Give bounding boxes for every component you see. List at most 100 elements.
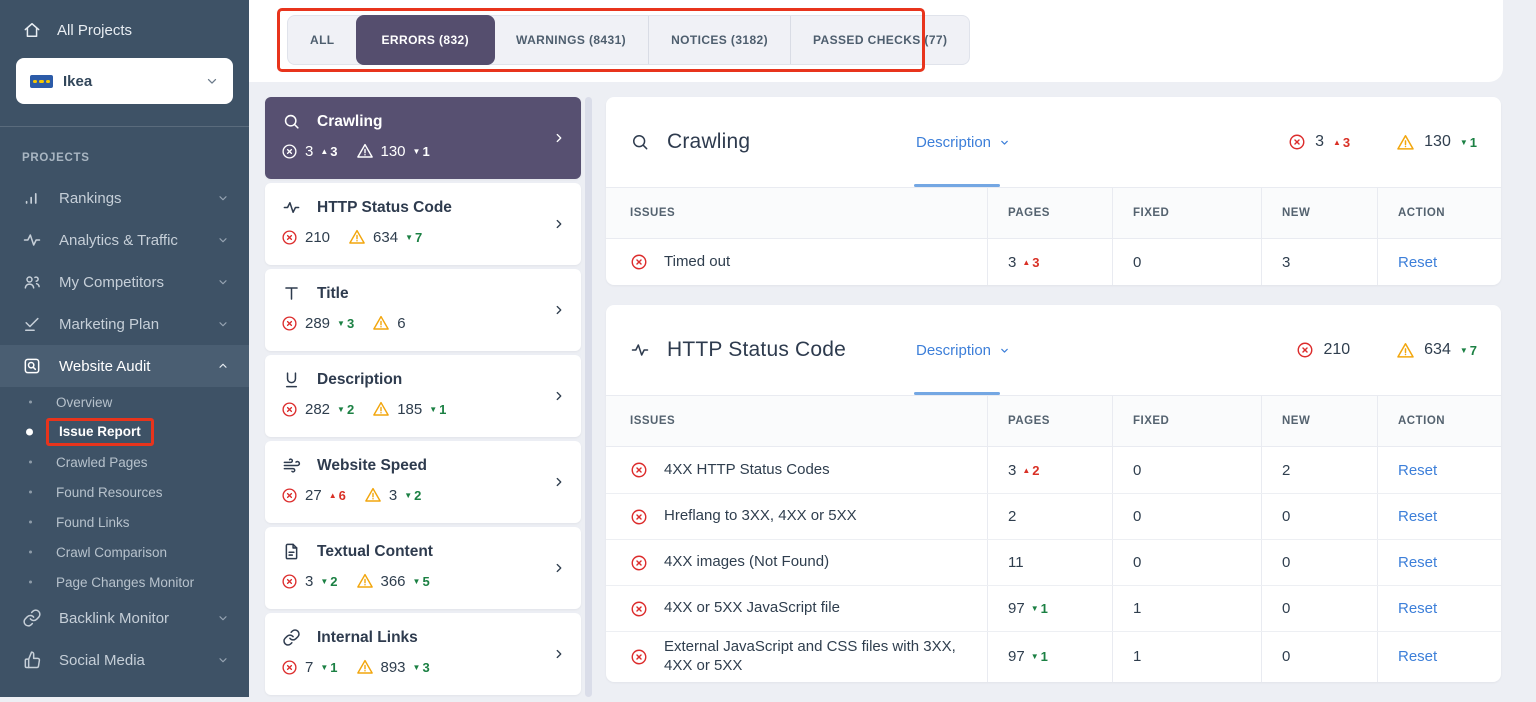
column-header-new: NEW xyxy=(1261,396,1377,446)
column-header-issues: ISSUES xyxy=(630,414,676,427)
category-card-title[interactable]: Title 289 ▼ 3 6 xyxy=(265,269,581,351)
sidebar-item-marketing-plan[interactable]: Marketing Plan xyxy=(0,303,249,345)
warning-count: 634 xyxy=(373,228,399,246)
sidebar-item-label: Social Media xyxy=(59,651,145,669)
activity-icon xyxy=(22,230,42,250)
sidebar-subitem-found-links[interactable]: Found Links xyxy=(0,507,249,537)
issue-label: External JavaScript and CSS files with 3… xyxy=(664,638,956,674)
category-title: HTTP Status Code xyxy=(317,198,452,216)
tab-warnings[interactable]: WARNINGS (8431) xyxy=(494,16,648,64)
category-list-scrollbar[interactable] xyxy=(585,97,592,697)
sidebar-subitem-crawl-comparison[interactable]: Crawl Comparison xyxy=(0,537,249,567)
file-text-icon xyxy=(281,542,301,561)
sidebar-subitem-overview[interactable]: Overview xyxy=(0,387,249,417)
column-header-pages: PAGES xyxy=(987,188,1112,238)
column-header-fixed: FIXED xyxy=(1112,188,1261,238)
warning-icon xyxy=(372,314,390,332)
warning-delta: ▼ 1 xyxy=(429,401,447,417)
category-card-http-status-code[interactable]: HTTP Status Code 210 634 ▼ 7 xyxy=(265,183,581,265)
sidebar-subitem-found-resources[interactable]: Found Resources xyxy=(0,477,249,507)
error-icon xyxy=(281,487,298,504)
chevron-right-icon xyxy=(552,217,566,231)
tab-all[interactable]: ALL xyxy=(288,16,357,64)
bullet-dot xyxy=(29,490,32,494)
severity-tab-group: ALL ERRORS (832) WARNINGS (8431) NOTICES… xyxy=(287,15,971,65)
warning-count: 366 xyxy=(380,572,406,590)
category-card-textual-content[interactable]: Textual Content 3 ▼ 2 366 ▼ 5 xyxy=(265,527,581,609)
warning-count: 130 xyxy=(380,142,406,160)
project-favicon xyxy=(30,74,53,88)
pulse-icon xyxy=(630,340,650,360)
main-region: Crawling 3 ▲ 3 130 ▼ 1 HTTP Status Code 210 … xyxy=(265,97,1501,702)
tab-errors[interactable]: ERRORS (832) xyxy=(355,15,496,65)
link-icon xyxy=(22,608,42,628)
sidebar-item-backlink-monitor[interactable]: Backlink Monitor xyxy=(0,597,249,639)
reset-button[interactable]: Reset xyxy=(1398,508,1438,525)
reset-button[interactable]: Reset xyxy=(1398,600,1438,617)
chevron-down-icon xyxy=(217,234,229,246)
sidebar-item-my-competitors[interactable]: My Competitors xyxy=(0,261,249,303)
underline-icon xyxy=(281,370,301,389)
error-icon xyxy=(630,508,648,526)
sidebar-subitem-crawled-pages[interactable]: Crawled Pages xyxy=(0,447,249,477)
warning-delta: ▼ 3 xyxy=(412,659,430,675)
issues-panel: Crawling Description 3 ▲ 3 130 ▼ 1 ISSUES PA… xyxy=(606,97,1501,702)
category-title: Internal Links xyxy=(317,628,418,646)
reset-button[interactable]: Reset xyxy=(1398,461,1438,479)
category-card-crawling[interactable]: Crawling 3 ▲ 3 130 ▼ 1 xyxy=(265,97,581,179)
category-card-description[interactable]: Description 282 ▼ 2 185 ▼ 1 xyxy=(265,355,581,437)
pages-delta: ▼ 1 xyxy=(1030,649,1048,665)
new-value: 2 xyxy=(1261,447,1377,493)
new-value: 0 xyxy=(1261,632,1377,682)
bullet-dot xyxy=(29,580,32,584)
chevron-down-icon xyxy=(205,74,219,88)
warning-delta: ▼ 7 xyxy=(405,229,423,245)
sidebar-item-analytics-traffic[interactable]: Analytics & Traffic xyxy=(0,219,249,261)
warning-delta: ▼ 2 xyxy=(404,487,422,503)
chevron-up-icon xyxy=(217,360,229,372)
error-icon xyxy=(281,229,298,246)
sidebar-item-label: Website Audit xyxy=(59,357,151,375)
table-row: Timed out 3 ▲ 3 0 3 Reset xyxy=(606,239,1501,285)
tab-passed-checks[interactable]: PASSED CHECKS (77) xyxy=(790,16,969,64)
reset-button[interactable]: Reset xyxy=(1398,554,1438,571)
reset-button[interactable]: Reset xyxy=(1398,253,1438,271)
fixed-value: 0 xyxy=(1112,239,1261,285)
pulse-icon xyxy=(281,198,301,217)
error-icon xyxy=(630,554,648,572)
sidebar-item-rankings[interactable]: Rankings xyxy=(0,177,249,219)
error-count: 7 xyxy=(305,658,314,676)
sidebar-subitem-page-changes-monitor[interactable]: Page Changes Monitor xyxy=(0,567,249,597)
pages-value: 3 xyxy=(1008,253,1017,271)
description-tab[interactable]: Description xyxy=(916,342,1010,359)
project-selector[interactable]: Ikea xyxy=(16,58,233,104)
pages-value: 11 xyxy=(1008,554,1024,571)
error-count: 210 xyxy=(305,228,331,246)
category-title: Crawling xyxy=(317,112,383,130)
sidebar-subitem-issue-report[interactable]: Issue Report xyxy=(0,417,249,447)
new-value: 0 xyxy=(1261,494,1377,539)
error-count: 3 xyxy=(305,572,314,590)
description-tab[interactable]: Description xyxy=(916,134,1010,151)
sidebar-item-label: Backlink Monitor xyxy=(59,609,170,627)
pages-value: 3 xyxy=(1008,461,1017,479)
table-header: ISSUES PAGES FIXED NEW ACTION xyxy=(606,395,1501,447)
sidebar-item-all-projects[interactable]: All Projects xyxy=(0,0,249,54)
sidebar-divider xyxy=(0,126,249,127)
pages-delta: ▼ 1 xyxy=(1030,601,1048,616)
search-icon xyxy=(630,132,650,152)
category-card-internal-links[interactable]: Internal Links 7 ▼ 1 893 ▼ 3 xyxy=(265,613,581,695)
issue-label: 4XX HTTP Status Codes xyxy=(664,460,830,478)
reset-button[interactable]: Reset xyxy=(1398,648,1438,666)
error-icon xyxy=(281,143,298,160)
column-header-action: ACTION xyxy=(1377,188,1501,238)
fixed-value: 0 xyxy=(1112,540,1261,585)
warning-icon xyxy=(1396,341,1415,360)
subitem-label: Issue Report xyxy=(59,424,141,439)
bullet-dot xyxy=(29,520,32,524)
thumbs-up-icon xyxy=(22,650,42,670)
category-card-website-speed[interactable]: Website Speed 27 ▲ 6 3 ▼ 2 xyxy=(265,441,581,523)
tab-notices[interactable]: NOTICES (3182) xyxy=(648,16,790,64)
sidebar-item-social-media[interactable]: Social Media xyxy=(0,639,249,681)
sidebar-item-website-audit[interactable]: Website Audit xyxy=(0,345,249,387)
